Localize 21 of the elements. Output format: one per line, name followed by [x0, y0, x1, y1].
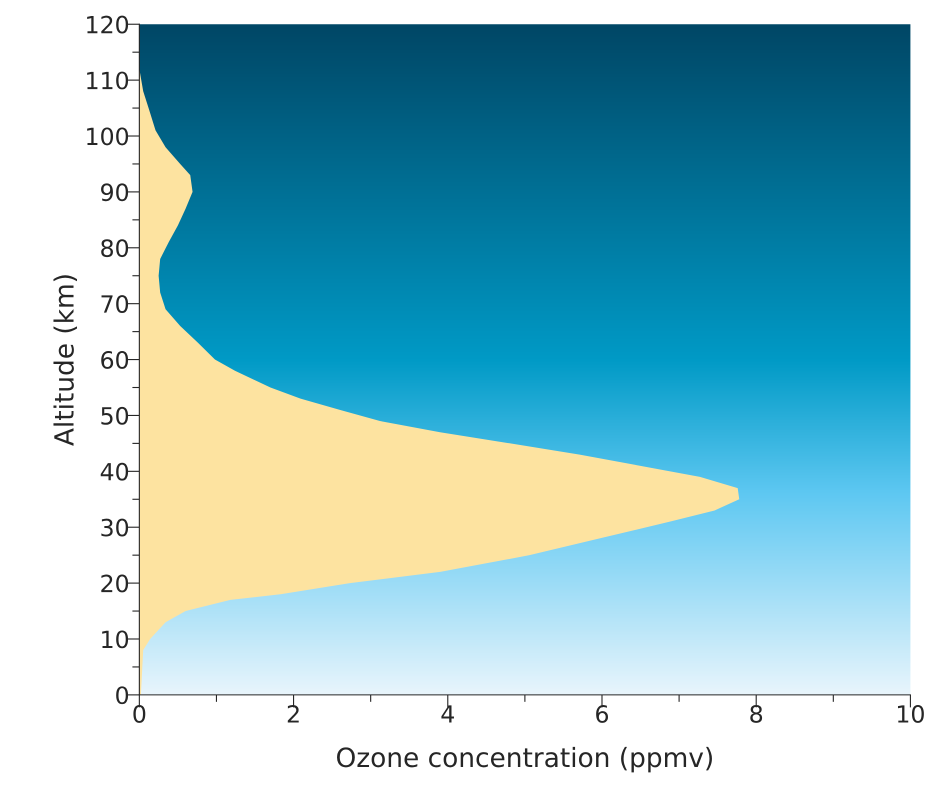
y-tick-label: 20 [101, 574, 128, 592]
y-tick-label: 90 [101, 183, 128, 202]
x-tick-label: 2 [288, 705, 299, 723]
y-tick-label: 30 [101, 518, 128, 537]
x-tick-label: 6 [596, 705, 608, 723]
y-tick-label: 120 [87, 16, 128, 34]
x-tick-label: 0 [133, 705, 146, 723]
y-axis-title: Altitude (km) [53, 275, 77, 446]
x-tick-label: 10 [898, 705, 924, 723]
y-tick-label: 50 [101, 406, 128, 425]
y-tick-label: 10 [102, 630, 128, 648]
y-tick-label: 100 [87, 127, 128, 146]
y-tick-label: 60 [101, 351, 128, 369]
y-tick-label: 40 [100, 462, 128, 481]
x-axis-title: Ozone concentration (ppmv) [337, 746, 712, 772]
y-tick-label: 0 [116, 686, 128, 704]
x-tick-label: 4 [441, 705, 454, 723]
y-tick-label: 110 [87, 72, 128, 90]
y-tick-label: 80 [101, 239, 128, 258]
y-tick-label: 70 [102, 295, 128, 313]
x-tick-label: 8 [750, 705, 762, 723]
